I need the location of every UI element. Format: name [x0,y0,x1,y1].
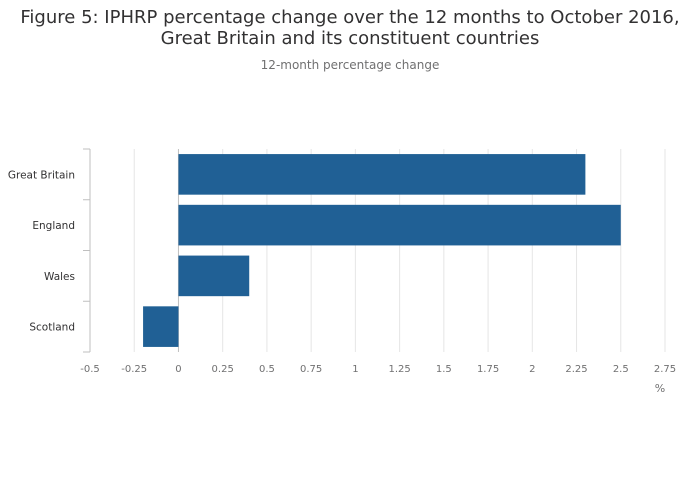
x-tick-label: -0.25 [121,364,147,375]
x-tick-labels: -0.5 -0.25 0 0.25 0.5 0.75 1 1.25 1.5 1.75 2 2.25 2.… [80,364,676,375]
chart-title-line-1: Figure 5: IPHRP percentage change over t… [20,7,680,28]
y-axis [83,148,91,353]
x-tick-label: 1 [352,364,358,375]
bar-great-britain[interactable] [178,154,586,195]
bars [143,154,621,347]
x-axis-label: % [655,382,665,395]
bar-wales[interactable] [178,255,250,297]
x-tick-label: 0.25 [212,364,234,375]
y-tick-label: Great Britain [8,169,75,181]
x-tick-label: 0 [175,364,181,375]
chart-title-line-2: Great Britain and its constituent countr… [160,28,540,49]
y-tick-label: Wales [44,271,75,283]
bar-england[interactable] [178,204,621,246]
y-tick-labels: Great Britain England Wales Scotland [8,169,75,333]
x-tick-label: 1.75 [477,364,499,375]
x-tick-label: 2.25 [565,364,587,375]
x-tick-label: 2.5 [613,364,629,375]
x-tick-label: 2.75 [654,364,676,375]
chart-title: Figure 5: IPHRP percentage change over t… [0,7,700,49]
x-tick-label: 1.25 [388,364,410,375]
bar-scotland[interactable] [143,306,179,347]
x-tick-label: 0.5 [259,364,275,375]
y-tick-label: Scotland [29,322,75,334]
x-tick-label: 0.75 [300,364,322,375]
x-tick-label: -0.5 [80,364,100,375]
y-tick-label: England [32,220,75,232]
x-tick-label: 1.5 [436,364,452,375]
x-tick-label: 2 [529,364,535,375]
chart-subtitle: 12-month percentage change [260,58,440,72]
